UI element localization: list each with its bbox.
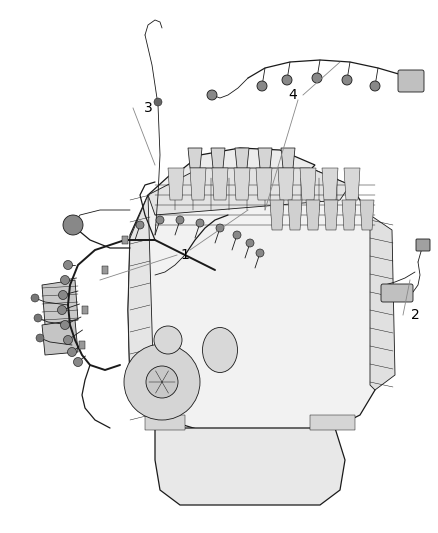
Polygon shape bbox=[306, 200, 320, 230]
Polygon shape bbox=[278, 168, 294, 200]
Polygon shape bbox=[128, 195, 155, 428]
Circle shape bbox=[207, 90, 217, 100]
Circle shape bbox=[216, 224, 224, 232]
FancyBboxPatch shape bbox=[398, 70, 424, 92]
Polygon shape bbox=[145, 415, 185, 430]
Polygon shape bbox=[288, 200, 302, 230]
Circle shape bbox=[34, 314, 42, 322]
Circle shape bbox=[60, 276, 70, 285]
Circle shape bbox=[63, 215, 83, 235]
Circle shape bbox=[370, 81, 380, 91]
Circle shape bbox=[342, 75, 352, 85]
Polygon shape bbox=[128, 165, 375, 430]
FancyBboxPatch shape bbox=[381, 284, 413, 302]
Circle shape bbox=[67, 348, 77, 357]
Polygon shape bbox=[324, 200, 338, 230]
Circle shape bbox=[124, 344, 200, 420]
Polygon shape bbox=[188, 148, 202, 168]
Polygon shape bbox=[234, 168, 250, 200]
FancyBboxPatch shape bbox=[416, 239, 430, 251]
Text: 2: 2 bbox=[411, 308, 419, 322]
Polygon shape bbox=[370, 215, 395, 390]
Polygon shape bbox=[155, 428, 345, 505]
Polygon shape bbox=[212, 168, 228, 200]
Polygon shape bbox=[256, 168, 272, 200]
Polygon shape bbox=[360, 200, 374, 230]
Bar bbox=[79, 341, 85, 349]
Circle shape bbox=[64, 335, 73, 344]
Circle shape bbox=[57, 305, 67, 314]
Circle shape bbox=[59, 290, 67, 300]
Circle shape bbox=[196, 219, 204, 227]
Circle shape bbox=[154, 98, 162, 106]
Polygon shape bbox=[190, 168, 206, 200]
Polygon shape bbox=[42, 320, 78, 355]
Circle shape bbox=[156, 216, 164, 224]
Polygon shape bbox=[258, 148, 272, 168]
Circle shape bbox=[74, 358, 82, 367]
Polygon shape bbox=[344, 168, 360, 200]
Text: 3: 3 bbox=[144, 101, 152, 115]
Polygon shape bbox=[300, 168, 316, 200]
Circle shape bbox=[257, 81, 267, 91]
Polygon shape bbox=[281, 148, 295, 168]
Bar bbox=[102, 266, 108, 274]
Text: 4: 4 bbox=[289, 88, 297, 102]
Polygon shape bbox=[310, 415, 355, 430]
Polygon shape bbox=[168, 168, 184, 200]
Bar bbox=[82, 306, 88, 314]
Circle shape bbox=[36, 334, 44, 342]
Polygon shape bbox=[342, 200, 356, 230]
Circle shape bbox=[246, 239, 254, 247]
Polygon shape bbox=[170, 148, 315, 178]
Text: 1: 1 bbox=[180, 248, 190, 262]
Circle shape bbox=[136, 221, 144, 229]
Circle shape bbox=[233, 231, 241, 239]
Circle shape bbox=[282, 75, 292, 85]
Polygon shape bbox=[211, 148, 225, 168]
Polygon shape bbox=[235, 148, 249, 168]
Circle shape bbox=[31, 294, 39, 302]
Polygon shape bbox=[270, 200, 284, 230]
Circle shape bbox=[176, 216, 184, 224]
Circle shape bbox=[256, 249, 264, 257]
Polygon shape bbox=[42, 280, 78, 325]
Circle shape bbox=[146, 366, 178, 398]
Circle shape bbox=[64, 261, 73, 270]
Ellipse shape bbox=[202, 327, 237, 373]
Polygon shape bbox=[148, 168, 350, 215]
Circle shape bbox=[60, 320, 70, 329]
Circle shape bbox=[154, 326, 182, 354]
Bar bbox=[122, 236, 128, 244]
Circle shape bbox=[312, 73, 322, 83]
Polygon shape bbox=[322, 168, 338, 200]
